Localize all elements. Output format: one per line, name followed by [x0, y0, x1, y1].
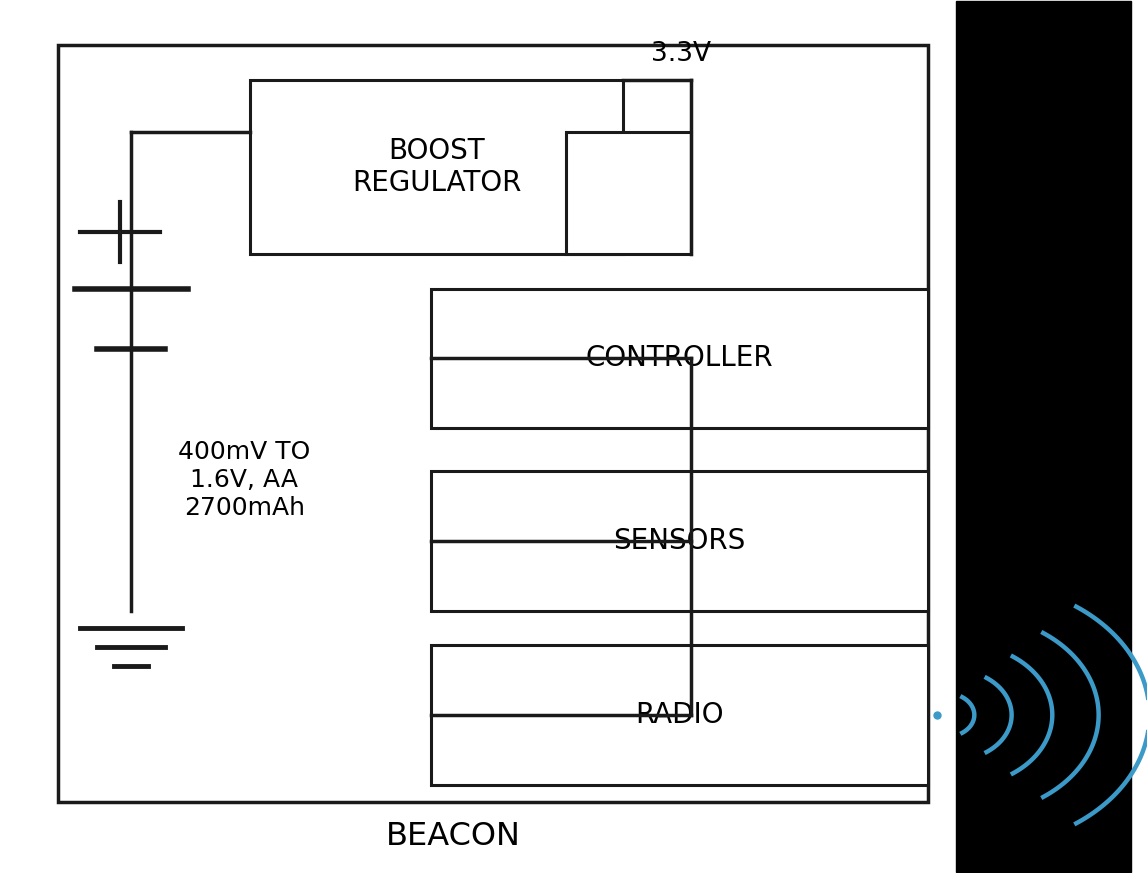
Bar — [957, 2, 1131, 871]
Bar — [567, 132, 690, 254]
Text: BEACON: BEACON — [385, 821, 521, 852]
Bar — [250, 79, 623, 254]
Text: SENSORS: SENSORS — [614, 527, 746, 555]
Text: CONTROLLER: CONTROLLER — [586, 344, 773, 372]
Text: 400mV TO
1.6V, AA
2700mAh: 400mV TO 1.6V, AA 2700mAh — [178, 440, 311, 519]
Text: RADIO: RADIO — [635, 701, 724, 729]
Bar — [431, 471, 928, 610]
Bar — [431, 645, 928, 785]
Text: BOOST
REGULATOR: BOOST REGULATOR — [352, 136, 521, 197]
Bar — [431, 289, 928, 428]
Bar — [57, 45, 928, 802]
Text: 3.3V: 3.3V — [651, 41, 711, 66]
